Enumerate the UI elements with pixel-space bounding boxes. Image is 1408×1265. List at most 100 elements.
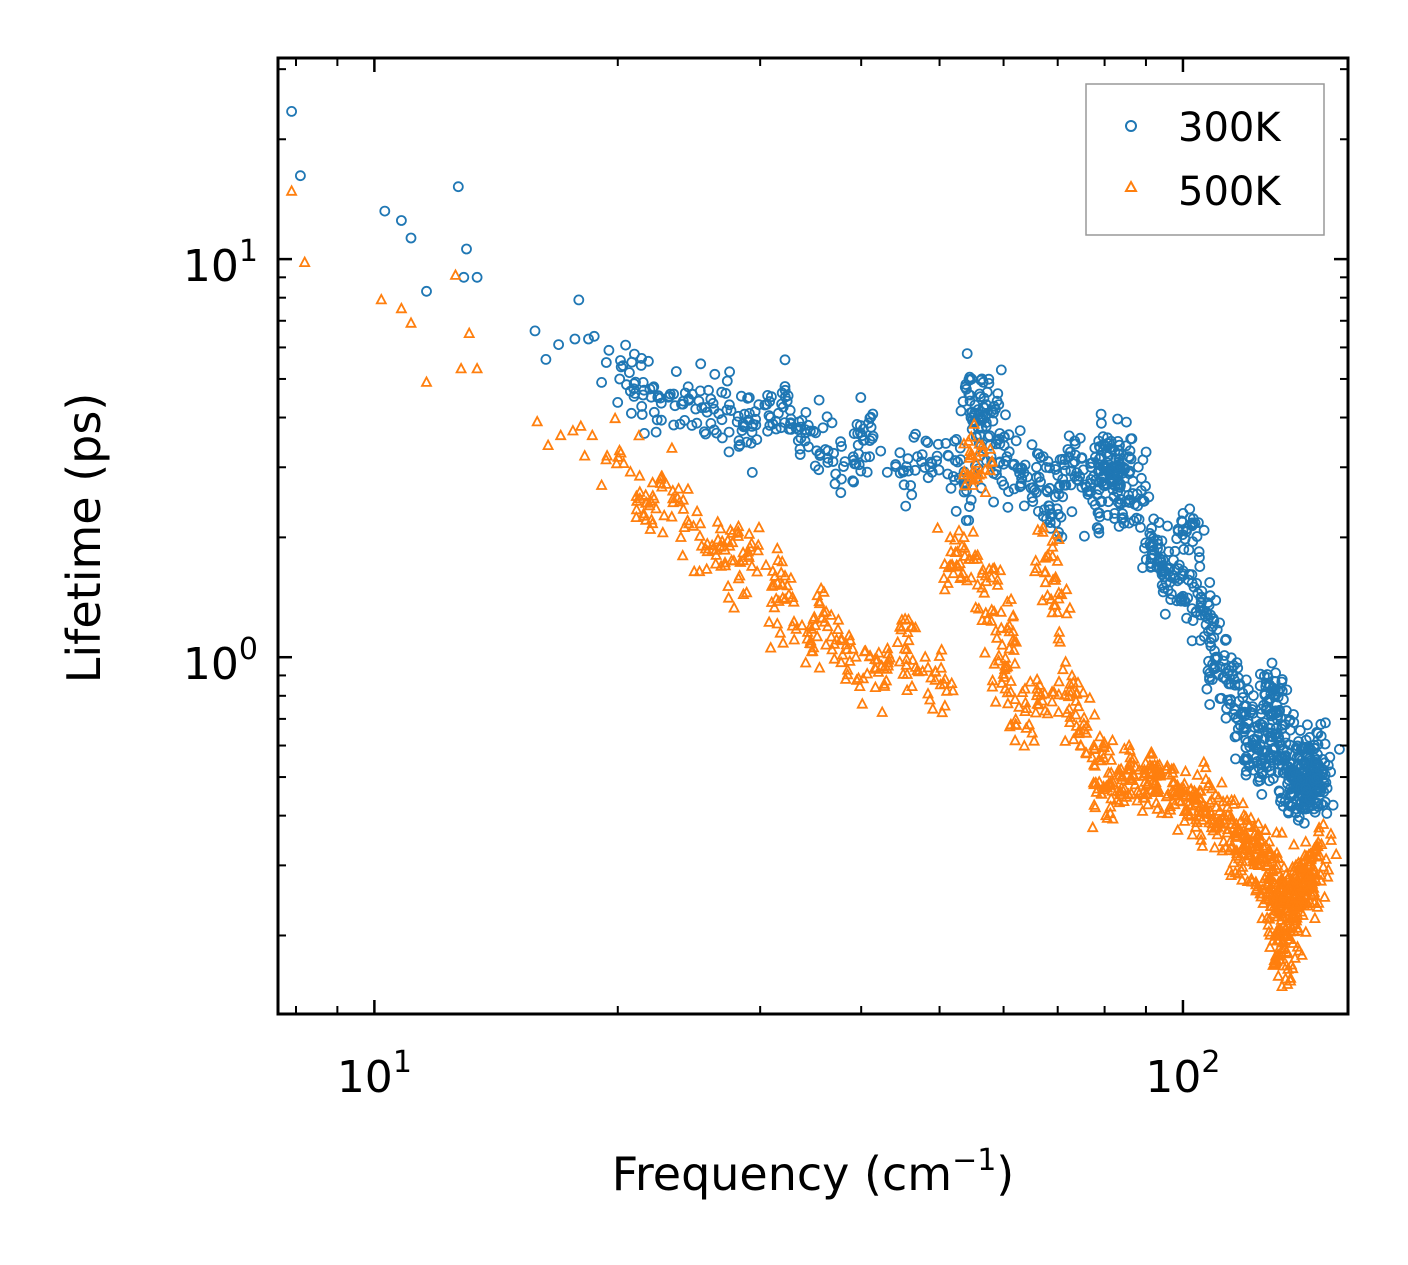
series-500K <box>285 184 1343 991</box>
data-point-300K <box>1285 790 1297 802</box>
data-point-300K <box>1172 523 1184 535</box>
data-point-300K <box>1029 484 1040 496</box>
data-point-500K <box>654 476 667 488</box>
data-point-300K <box>1123 452 1135 463</box>
data-point-500K <box>1270 825 1283 838</box>
data-point-500K <box>682 516 695 529</box>
data-point-300K <box>1259 689 1271 701</box>
data-point-500K <box>1073 723 1085 736</box>
data-point-500K <box>1271 910 1284 922</box>
data-point-500K <box>956 566 969 578</box>
data-point-500K <box>840 637 853 650</box>
data-point-300K <box>958 486 970 498</box>
data-point-300K <box>1168 554 1179 566</box>
data-point-500K <box>463 326 476 339</box>
data-point-500K <box>832 613 845 625</box>
data-point-500K <box>719 555 731 568</box>
data-point-500K <box>1279 928 1292 941</box>
data-point-300K <box>822 456 834 468</box>
data-point-500K <box>1281 946 1294 959</box>
data-point-500K <box>1055 587 1068 600</box>
data-point-500K <box>961 573 973 586</box>
data-point-300K <box>1204 671 1215 683</box>
data-point-300K <box>1033 505 1044 517</box>
data-point-300K <box>1274 739 1286 751</box>
data-point-300K <box>745 437 757 449</box>
data-point-300K <box>1284 724 1296 736</box>
data-point-500K <box>784 571 797 583</box>
data-point-500K <box>633 428 645 441</box>
data-point-500K <box>1230 849 1243 861</box>
data-point-500K <box>614 446 627 458</box>
data-point-500K <box>1083 691 1096 703</box>
data-point-500K <box>1221 800 1234 812</box>
data-point-300K <box>1186 577 1198 589</box>
data-point-300K <box>1252 776 1264 787</box>
data-point-300K <box>1146 523 1157 534</box>
data-point-300K <box>1003 486 1014 498</box>
data-point-500K <box>805 636 818 649</box>
data-point-300K <box>1027 496 1039 508</box>
data-point-500K <box>542 438 555 451</box>
data-point-300K <box>1267 682 1279 694</box>
data-point-500K <box>771 617 784 629</box>
data-point-500K <box>1049 598 1062 610</box>
data-point-500K <box>811 588 824 601</box>
data-point-500K <box>752 538 765 550</box>
data-point-300K <box>1187 615 1199 626</box>
data-point-300K <box>779 381 791 392</box>
data-point-500K <box>554 428 567 441</box>
data-point-300K <box>1114 493 1126 505</box>
data-point-300K <box>783 423 795 435</box>
data-point-500K <box>1123 738 1136 751</box>
data-point-500K <box>1266 864 1279 877</box>
data-point-300K <box>1062 444 1074 455</box>
data-point-500K <box>826 642 839 655</box>
data-point-500K <box>1009 692 1022 704</box>
data-point-500K <box>1251 857 1264 869</box>
data-point-300K <box>836 440 847 452</box>
data-point-300K <box>1221 703 1232 714</box>
data-point-300K <box>1259 733 1270 745</box>
legend-marker-300K <box>1125 120 1137 132</box>
data-point-500K <box>1123 759 1136 771</box>
data-point-500K <box>922 687 934 699</box>
data-point-500K <box>988 657 1001 669</box>
data-point-500K <box>941 576 954 588</box>
data-point-300K <box>1018 500 1030 512</box>
data-point-500K <box>1078 711 1091 723</box>
data-point-500K <box>1246 875 1258 887</box>
data-point-300K <box>910 428 921 440</box>
data-point-500K <box>1019 682 1031 694</box>
data-point-500K <box>817 605 830 618</box>
data-point-500K <box>743 527 756 539</box>
data-point-500K <box>1152 785 1165 797</box>
data-point-500K <box>1148 758 1161 770</box>
data-point-300K <box>1087 457 1098 469</box>
data-point-500K <box>1113 768 1126 780</box>
data-point-500K <box>936 705 949 718</box>
data-point-500K <box>963 552 976 564</box>
data-point-300K <box>1267 773 1279 784</box>
data-point-300K <box>1250 752 1262 763</box>
data-point-300K <box>858 423 869 435</box>
data-point-300K <box>626 356 638 368</box>
data-point-500K <box>1284 971 1297 983</box>
data-point-500K <box>1195 828 1207 840</box>
data-point-500K <box>937 571 950 583</box>
data-point-500K <box>1308 896 1321 908</box>
data-point-500K <box>1032 697 1045 710</box>
data-point-300K <box>1282 806 1294 817</box>
data-point-500K <box>677 502 690 514</box>
data-point-300K <box>1266 731 1278 743</box>
data-point-500K <box>751 565 764 577</box>
data-point-500K <box>990 631 1003 643</box>
data-point-500K <box>1252 843 1265 855</box>
data-point-500K <box>449 268 462 280</box>
data-point-500K <box>985 614 998 626</box>
data-point-300K <box>635 359 647 371</box>
data-point-500K <box>1260 892 1273 905</box>
data-point-300K <box>1204 637 1216 648</box>
data-point-500K <box>779 592 792 604</box>
data-point-500K <box>1275 826 1288 838</box>
